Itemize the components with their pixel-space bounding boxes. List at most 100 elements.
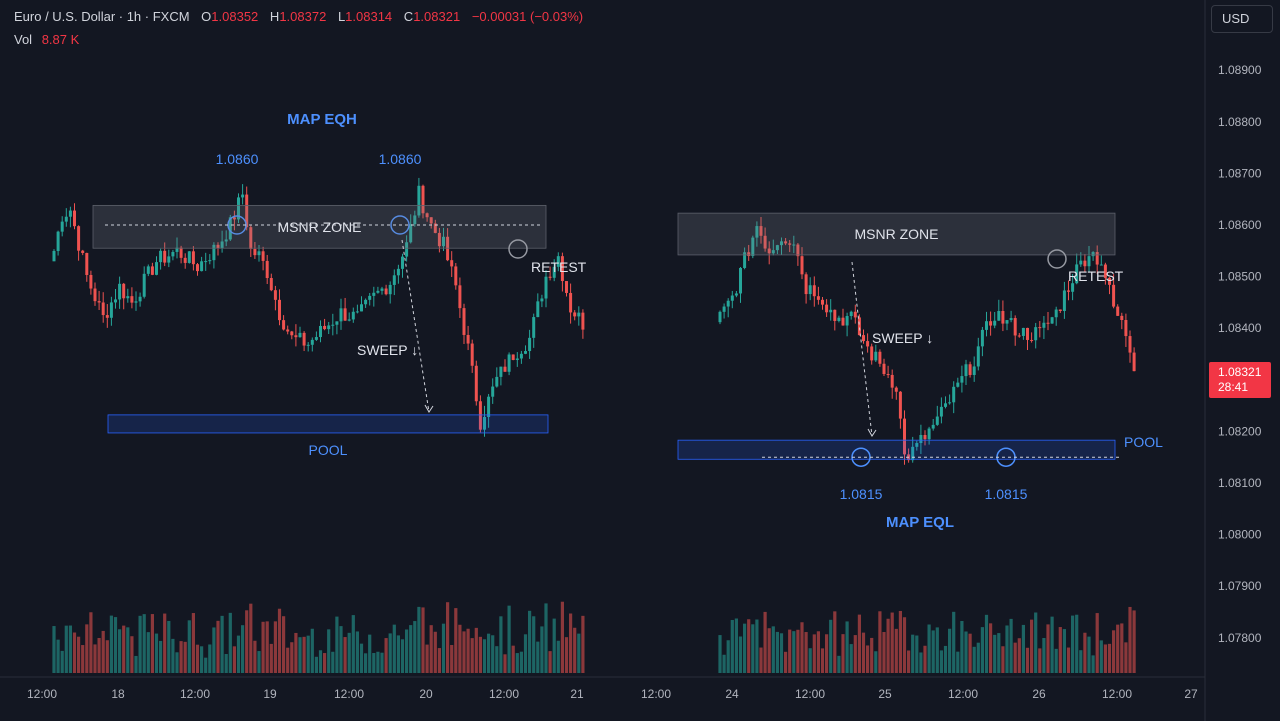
volume-bar: [775, 631, 779, 673]
volume-bar: [224, 654, 228, 673]
candle-body: [812, 285, 816, 297]
candle-body: [212, 244, 216, 261]
volume-bar: [470, 638, 474, 673]
candle-body: [1062, 290, 1066, 311]
volume-bar: [1042, 638, 1046, 673]
price-axis[interactable]: 1.08900 1.08800 1.08700 1.08600 1.08500 1.084…: [1218, 63, 1262, 645]
volume-bar: [167, 620, 171, 673]
time-axis[interactable]: 12:00 18 12:00 19 12:00 20 12:00 21 12:00 24 12:00…: [27, 687, 1198, 701]
volume-bar: [948, 628, 952, 673]
equal-level-price-label: 1.0860: [379, 151, 422, 167]
volume-bar: [808, 648, 812, 673]
price-tick-label: 1.08800: [1218, 115, 1262, 129]
volume-bar: [1025, 647, 1030, 673]
candle-body: [919, 435, 923, 444]
candle-body: [105, 315, 109, 318]
price-tick-label: 1.08200: [1218, 424, 1262, 438]
time-tick-label: 12:00: [1102, 687, 1132, 701]
volume-bar: [1054, 648, 1058, 673]
volume-bar: [105, 640, 109, 673]
volume-bar: [878, 611, 882, 673]
candle-body: [355, 311, 359, 313]
candle-body: [894, 387, 898, 392]
vol-label[interactable]: Vol: [14, 32, 33, 47]
candle-body: [552, 266, 556, 278]
volume-bar: [943, 645, 948, 673]
candle-body: [269, 278, 273, 291]
candle-body: [837, 317, 841, 321]
candle-body: [1087, 256, 1091, 267]
candle-body: [853, 311, 857, 318]
candle-body: [208, 260, 212, 262]
sweep-arrow-head: [424, 404, 434, 413]
volume-legend: Vol 8.87 K: [14, 32, 79, 47]
volume-bar: [228, 612, 232, 673]
volume-bar: [339, 626, 343, 673]
pool-zone[interactable]: [677, 439, 1116, 460]
equal-level-price-label: 1.0860: [216, 151, 259, 167]
candle-body: [478, 401, 482, 430]
candle-body: [396, 268, 400, 276]
currency-button[interactable]: USD: [1211, 5, 1273, 33]
symbol-legend: Euro / U.S. Dollar · 1h · FXCM O1.08352 …: [14, 9, 583, 24]
candle-body: [849, 311, 853, 317]
volume-bar: [1058, 627, 1062, 673]
volume-bar: [738, 636, 743, 673]
volume-bar: [187, 620, 191, 673]
msnr-zone[interactable]: [92, 204, 547, 249]
volume-bar: [536, 641, 540, 673]
sweep-label: SWEEP ↓: [872, 330, 933, 346]
close-label: C: [403, 9, 414, 24]
candle-body: [792, 244, 796, 246]
candle-body: [122, 283, 126, 299]
time-tick-label: 27: [1184, 687, 1198, 701]
volume-bar: [882, 632, 886, 673]
time-tick-label: 19: [263, 687, 277, 701]
volume-bar: [861, 632, 866, 673]
candle-body: [841, 317, 845, 326]
volume-bar: [532, 616, 536, 673]
volume-bar: [89, 612, 93, 673]
volume-bar: [874, 651, 878, 673]
candle-body: [368, 295, 372, 300]
candle-body: [1116, 306, 1120, 316]
candle-body: [245, 194, 249, 228]
volume-bar: [433, 631, 437, 673]
candle-body: [114, 299, 117, 303]
volume-bar: [351, 615, 355, 673]
candle-body: [167, 256, 171, 263]
volume-bar: [216, 620, 220, 673]
symbol-title[interactable]: Euro / U.S. Dollar · 1h · FXCM: [14, 9, 190, 24]
volume-bar: [1132, 610, 1136, 673]
candle-body: [577, 312, 581, 317]
candle-body: [306, 344, 310, 346]
candle-body: [413, 215, 417, 225]
volume-bar: [849, 644, 853, 673]
volume-bar: [359, 643, 364, 673]
volume-bar: [923, 645, 927, 673]
candle-body: [327, 325, 331, 330]
time-tick-label: 12:00: [489, 687, 519, 701]
volume-bar: [573, 627, 577, 673]
volume-bar: [1091, 655, 1095, 673]
volume-bar: [767, 628, 771, 673]
volume-bar: [310, 628, 314, 673]
price-tick-label: 1.07800: [1218, 631, 1262, 645]
time-tick-label: 12:00: [334, 687, 364, 701]
candle-body: [216, 244, 220, 249]
volume-bar: [796, 629, 800, 673]
volume-bar: [163, 613, 167, 673]
candle-body: [421, 185, 425, 214]
pool-zone[interactable]: [107, 414, 549, 434]
msnr-zone[interactable]: [677, 212, 1116, 256]
volume-bar: [734, 618, 738, 673]
price-tick-label: 1.08600: [1218, 218, 1262, 232]
candle-body: [77, 226, 81, 251]
volume-bar: [1112, 630, 1116, 673]
candle-body: [796, 244, 800, 257]
volume-bar: [511, 645, 515, 673]
candle-body: [569, 292, 573, 313]
low-value: 1.08314: [345, 9, 393, 24]
candle-body: [507, 354, 511, 372]
